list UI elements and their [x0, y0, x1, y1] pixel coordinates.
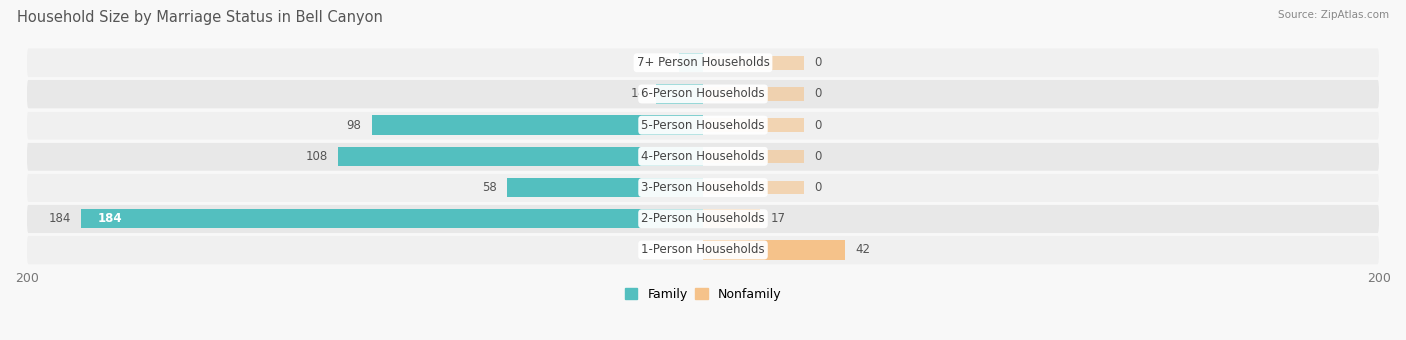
FancyBboxPatch shape — [27, 204, 1379, 233]
Bar — [703, 118, 804, 132]
Text: 5-Person Households: 5-Person Households — [641, 119, 765, 132]
Bar — [337, 147, 703, 166]
Text: 4-Person Households: 4-Person Households — [641, 150, 765, 163]
Bar — [703, 150, 804, 163]
Text: Household Size by Marriage Status in Bell Canyon: Household Size by Marriage Status in Bel… — [17, 10, 382, 25]
Text: Source: ZipAtlas.com: Source: ZipAtlas.com — [1278, 10, 1389, 20]
Text: 42: 42 — [855, 243, 870, 256]
Text: 6-Person Households: 6-Person Households — [641, 87, 765, 100]
Text: 7+ Person Households: 7+ Person Households — [637, 56, 769, 69]
FancyBboxPatch shape — [27, 111, 1379, 139]
Bar — [82, 209, 703, 228]
Bar — [679, 53, 703, 72]
Text: 184: 184 — [48, 212, 70, 225]
FancyBboxPatch shape — [27, 142, 1379, 171]
Text: 0: 0 — [814, 150, 823, 163]
Bar — [703, 56, 804, 70]
Text: 7: 7 — [662, 56, 669, 69]
Text: 17: 17 — [770, 212, 786, 225]
Text: 98: 98 — [347, 119, 361, 132]
Legend: Family, Nonfamily: Family, Nonfamily — [624, 288, 782, 301]
Bar — [655, 84, 703, 104]
Text: 58: 58 — [482, 181, 496, 194]
Text: 184: 184 — [98, 212, 122, 225]
FancyBboxPatch shape — [27, 80, 1379, 108]
FancyBboxPatch shape — [27, 48, 1379, 77]
Bar — [703, 181, 804, 194]
Bar — [371, 116, 703, 135]
Text: 0: 0 — [814, 87, 823, 100]
Text: 1-Person Households: 1-Person Households — [641, 243, 765, 256]
Text: 0: 0 — [814, 56, 823, 69]
Text: 0: 0 — [814, 119, 823, 132]
Bar — [508, 178, 703, 197]
Bar — [703, 209, 761, 228]
Text: 2-Person Households: 2-Person Households — [641, 212, 765, 225]
Text: 108: 108 — [305, 150, 328, 163]
Text: 14: 14 — [630, 87, 645, 100]
Text: 3-Person Households: 3-Person Households — [641, 181, 765, 194]
Text: 0: 0 — [814, 181, 823, 194]
Bar — [703, 240, 845, 260]
Bar — [703, 87, 804, 101]
FancyBboxPatch shape — [27, 236, 1379, 264]
FancyBboxPatch shape — [27, 173, 1379, 202]
